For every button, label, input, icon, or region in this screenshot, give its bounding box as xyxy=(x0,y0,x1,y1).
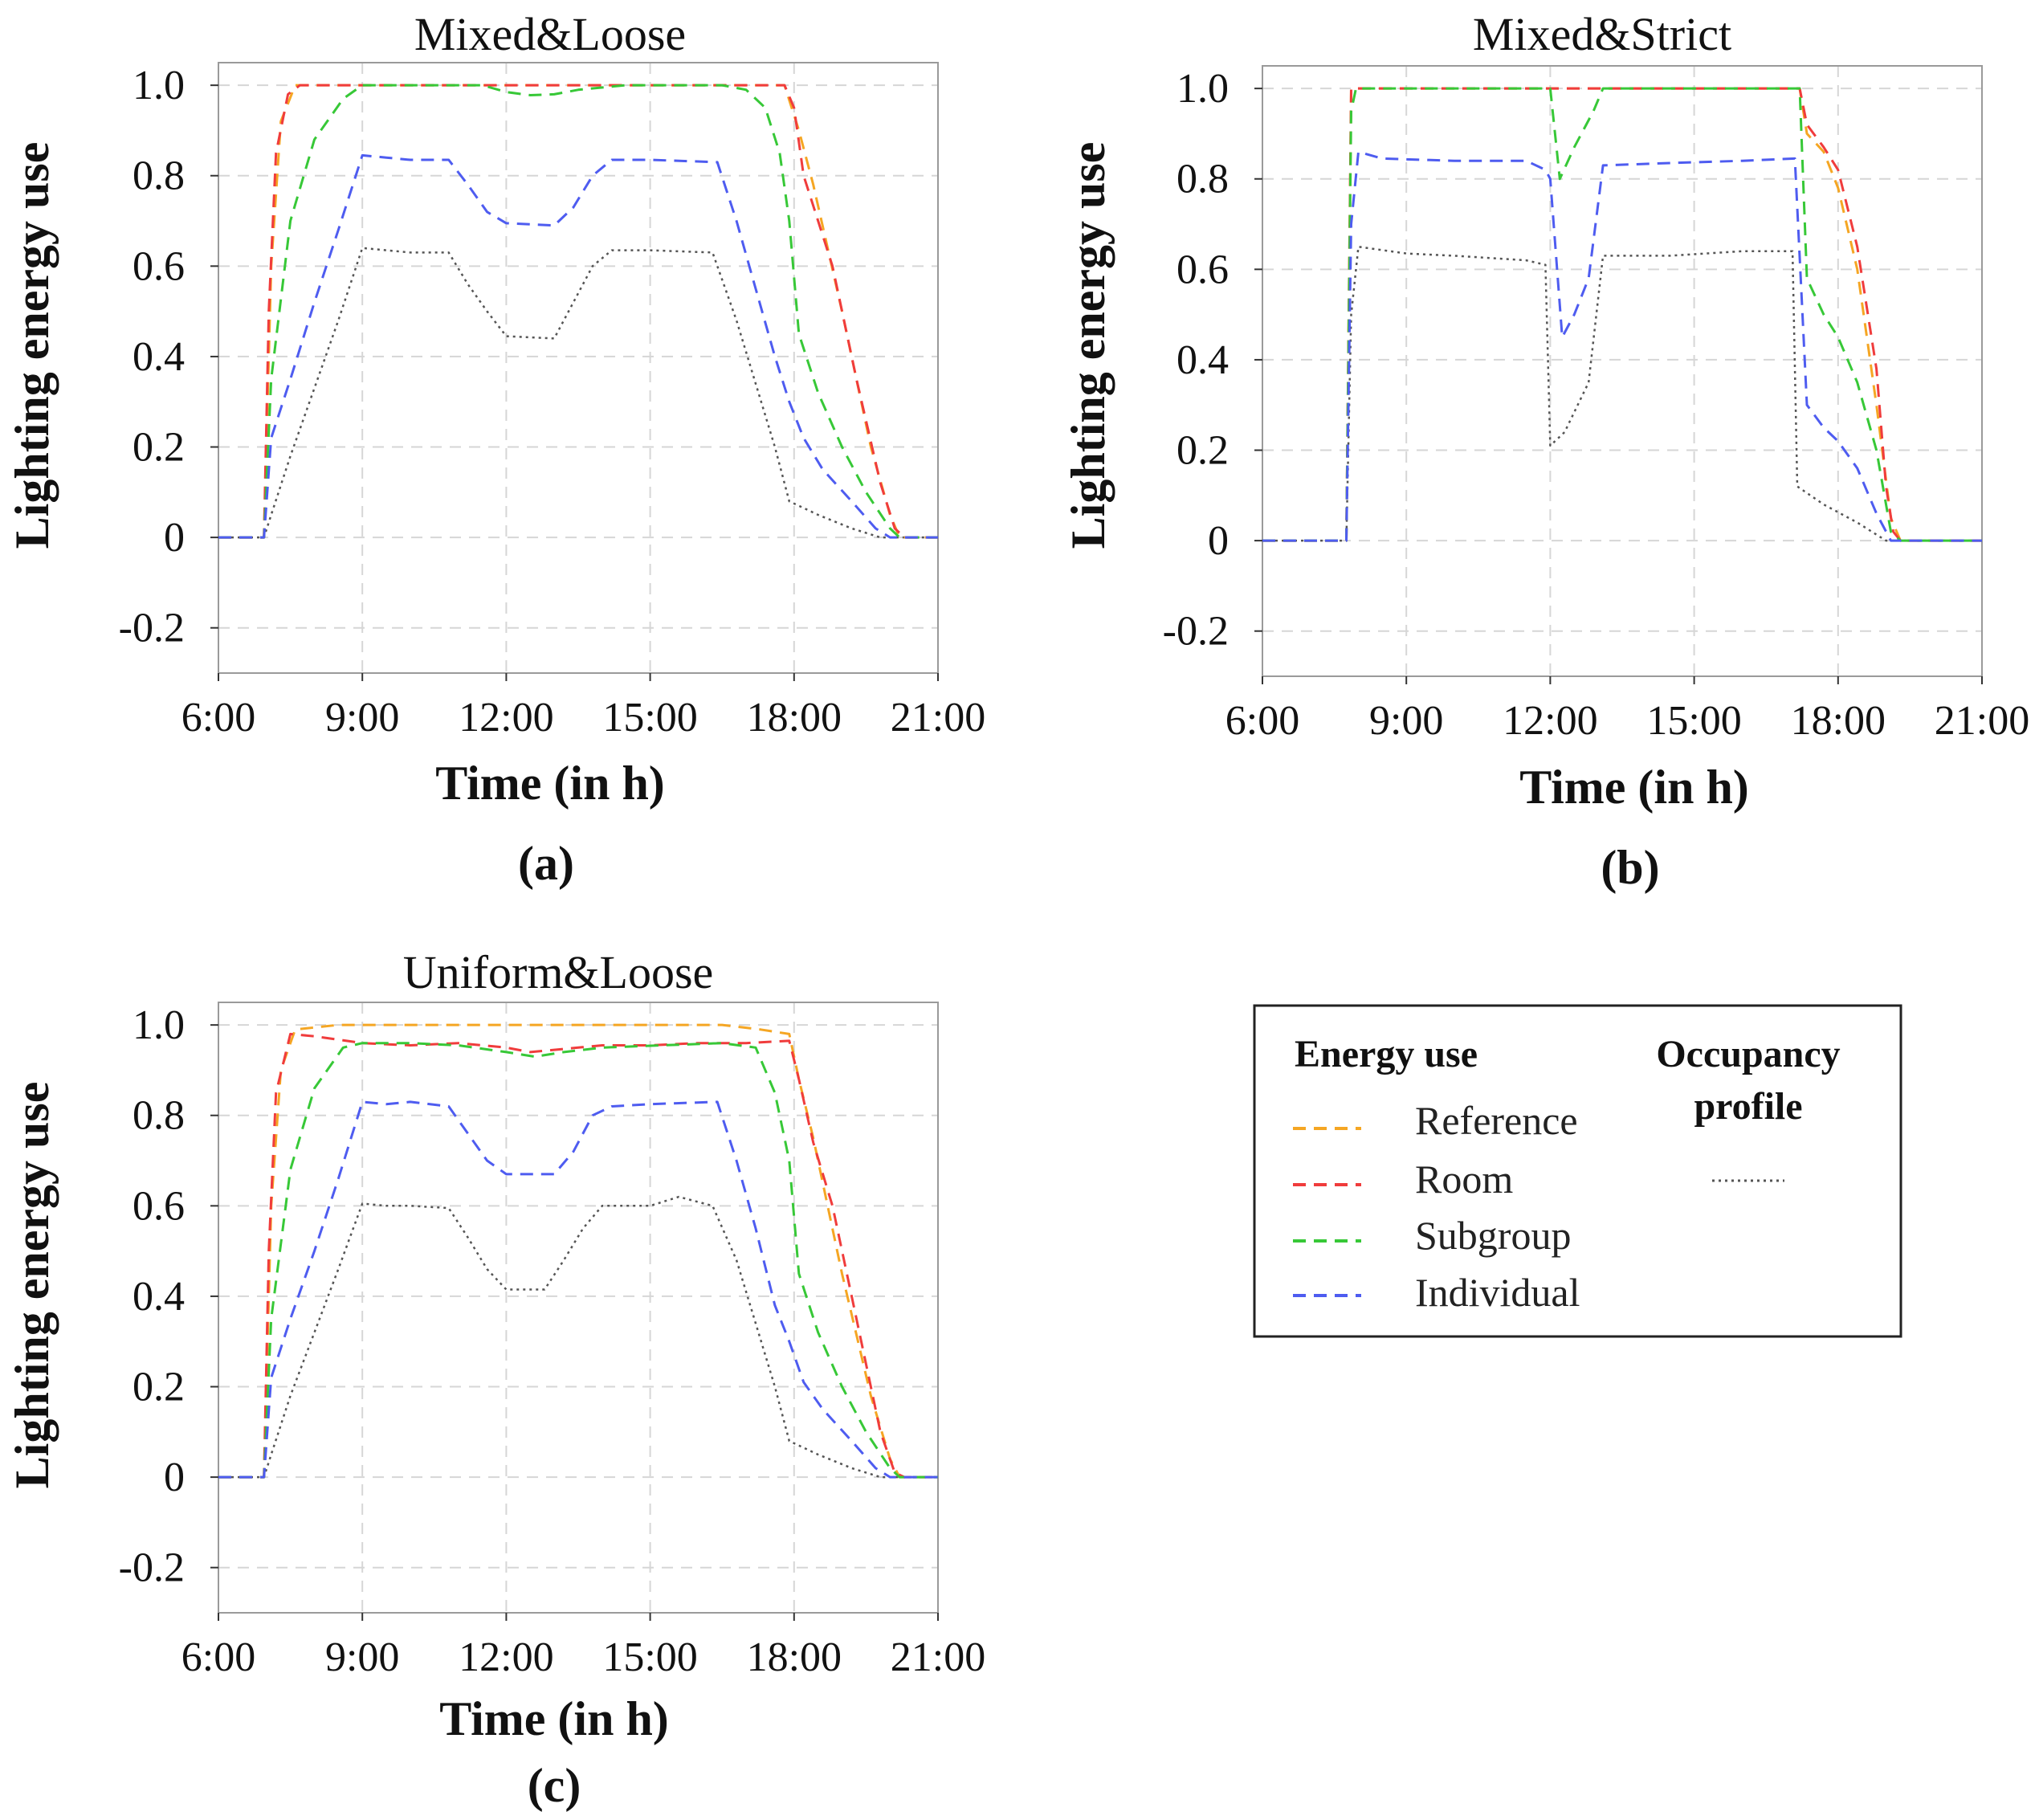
y-tick-label: 0.4 xyxy=(1177,337,1229,383)
y-axis-label: Lighting energy use xyxy=(6,142,59,549)
series-line-subgroup xyxy=(218,1042,938,1479)
y-tick-label: -0.2 xyxy=(119,1545,185,1591)
series-line-individual xyxy=(218,153,938,539)
legend: Energy use Occupancy profile Reference R… xyxy=(1253,1004,1902,1338)
series-line-individual xyxy=(218,1100,938,1479)
x-axis-label: Time (in h) xyxy=(435,757,665,810)
y-tick-label: 0.2 xyxy=(133,425,185,471)
x-axis-label: Time (in h) xyxy=(1519,761,1749,814)
x-tick-label: 21:00 xyxy=(891,695,985,741)
x-tick-label: 21:00 xyxy=(1935,698,2029,744)
y-tick-label: 0 xyxy=(1208,518,1229,564)
y-tick-label: 0.2 xyxy=(1177,428,1229,474)
legend-heading-energy: Energy use xyxy=(1295,1033,1478,1075)
series-line-occupancy-profile xyxy=(218,1195,938,1479)
panel-uniform-loose: Uniform&Loose Lighting energy use Time (… xyxy=(6,946,985,1812)
y-tick-label: 0 xyxy=(164,1455,185,1500)
series-line-occupancy-profile xyxy=(1262,245,1982,542)
legend-label-reference: Reference xyxy=(1415,1098,1578,1143)
x-tick-label: 15:00 xyxy=(1646,698,1741,744)
legend-label-room: Room xyxy=(1415,1157,1513,1202)
y-tick-label: 0.2 xyxy=(133,1365,185,1410)
grid xyxy=(218,63,939,673)
panel-title: Mixed&Strict xyxy=(1473,8,1731,60)
series-line-subgroup xyxy=(218,84,938,539)
panel-label: (c) xyxy=(528,1759,581,1812)
x-tick-label: 18:00 xyxy=(1791,698,1886,744)
x-tick-label: 6:00 xyxy=(181,1634,255,1680)
x-tick-label: 6:00 xyxy=(1225,698,1299,744)
y-tick-label: 0 xyxy=(164,515,185,561)
series-line-room xyxy=(218,84,938,539)
x-tick-label: 21:00 xyxy=(891,1634,985,1680)
panel-title: Uniform&Loose xyxy=(403,946,714,998)
x-tick-label: 12:00 xyxy=(459,695,553,741)
x-tick-label: 15:00 xyxy=(602,1634,697,1680)
grid xyxy=(218,1002,939,1613)
x-axis-label: Time (in h) xyxy=(439,1692,669,1745)
series-line-individual xyxy=(1262,150,1982,542)
x-tick-label: 12:00 xyxy=(1503,698,1597,744)
plot-frame xyxy=(218,1002,939,1614)
y-tick-label: 0.4 xyxy=(133,334,185,380)
series-line-reference xyxy=(218,84,938,539)
y-tick-label: 0.8 xyxy=(1177,157,1229,202)
legend-heading-profile: profile xyxy=(1694,1085,1802,1128)
legend-label-individual: Individual xyxy=(1415,1270,1580,1315)
x-tick-label: 12:00 xyxy=(459,1634,553,1680)
y-tick-label: 0.6 xyxy=(133,1183,185,1229)
y-tick-label: -0.2 xyxy=(119,606,185,651)
y-tick-label: -0.2 xyxy=(1163,609,1229,655)
panel-label: (a) xyxy=(518,837,574,890)
x-tick-label: 6:00 xyxy=(181,695,255,741)
legend-heading-occupancy: Occupancy xyxy=(1656,1033,1840,1075)
panel-mixed-strict: Mixed&Strict Lighting energy use Time (i… xyxy=(1062,8,2029,894)
x-tick-label: 9:00 xyxy=(1369,698,1443,744)
plot-frame xyxy=(1262,65,1983,677)
y-axis-label: Lighting energy use xyxy=(6,1082,59,1489)
y-tick-label: 1.0 xyxy=(1177,66,1229,112)
y-axis-label: Lighting energy use xyxy=(1062,142,1115,549)
y-tick-label: 0.6 xyxy=(1177,247,1229,292)
x-tick-label: 15:00 xyxy=(602,695,697,741)
panel-title: Mixed&Loose xyxy=(414,8,686,60)
x-tick-label: 9:00 xyxy=(325,1634,399,1680)
series-line-occupancy-profile xyxy=(218,247,938,539)
series-line-subgroup xyxy=(1262,87,1982,542)
series-line-room xyxy=(218,1032,938,1479)
y-tick-label: 0.4 xyxy=(133,1274,185,1320)
legend-label-subgroup: Subgroup xyxy=(1415,1213,1571,1258)
panel-label: (b) xyxy=(1601,841,1659,894)
y-tick-label: 1.0 xyxy=(133,63,185,108)
legend-box xyxy=(1253,1004,1902,1338)
panel-mixed-loose: Mixed&Loose Lighting energy use Time (in… xyxy=(6,8,985,890)
y-tick-label: 0.8 xyxy=(133,1093,185,1139)
y-tick-label: 1.0 xyxy=(133,1002,185,1048)
y-tick-label: 0.6 xyxy=(133,243,185,289)
series-line-reference xyxy=(218,1023,938,1479)
x-tick-label: 18:00 xyxy=(747,1634,842,1680)
x-tick-label: 9:00 xyxy=(325,695,399,741)
plot-frame xyxy=(218,62,939,674)
series-line-room xyxy=(1262,87,1982,542)
grid xyxy=(1262,66,1983,676)
y-tick-label: 0.8 xyxy=(133,153,185,199)
x-tick-label: 18:00 xyxy=(747,695,842,741)
